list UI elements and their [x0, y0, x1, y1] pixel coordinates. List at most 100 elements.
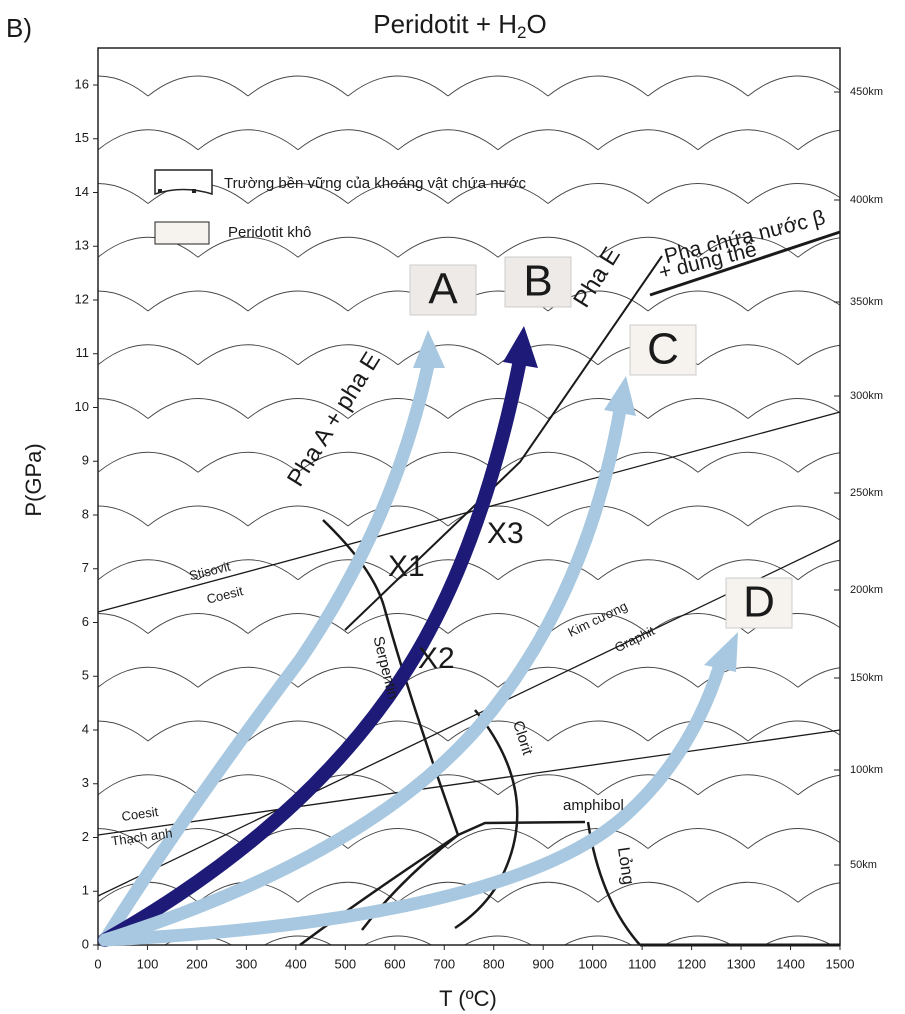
stability-arc — [848, 936, 905, 956]
stability-arc — [297, 344, 399, 366]
stability-arc — [697, 344, 799, 366]
stability-arc — [147, 720, 249, 742]
y-tick-label: 1 — [82, 883, 89, 898]
line-label: Coesit — [205, 583, 245, 607]
stability-arc — [247, 720, 349, 742]
x-tick-label: 800 — [483, 956, 505, 971]
y-tick-label: 9 — [82, 453, 89, 468]
point-label: X2 — [418, 642, 455, 675]
stability-arc — [397, 881, 499, 903]
stability-arc — [747, 398, 840, 419]
y-tick-label: 2 — [82, 829, 89, 844]
stability-arc — [397, 666, 499, 688]
depth-tick-label: 400km — [850, 194, 883, 206]
stability-arc — [197, 129, 299, 151]
path-label: B — [523, 257, 552, 306]
stability-arc — [547, 613, 649, 634]
line-label: Lỏng — [614, 846, 638, 886]
stability-arc — [297, 666, 399, 688]
x-tick-label: 400 — [285, 956, 307, 971]
stability-arc — [197, 451, 299, 473]
depth-tick-label: 150km — [850, 672, 883, 684]
y-tick-label: 16 — [75, 76, 89, 91]
stability-arc — [747, 290, 840, 312]
stability-arc — [147, 398, 249, 419]
stability-arc — [98, 559, 199, 581]
stability-arc — [247, 505, 349, 527]
stability-arc — [347, 75, 449, 97]
stability-arc — [497, 881, 599, 903]
stability-arc — [197, 236, 299, 258]
stability-arc — [147, 505, 249, 527]
stability-arc — [697, 129, 799, 151]
title-sub: 2 — [517, 23, 526, 42]
path-c — [98, 403, 627, 947]
stability-arc — [797, 882, 840, 903]
stability-arc — [98, 75, 149, 97]
stability-arc — [397, 559, 499, 581]
x-tick-label: 1100 — [628, 956, 656, 971]
stability-arc — [797, 774, 840, 796]
stability-arc — [447, 398, 549, 419]
y-tick-label: 3 — [82, 775, 89, 790]
stability-arc — [447, 613, 549, 634]
stability-arc — [347, 505, 449, 527]
y-tick-label: 11 — [76, 345, 90, 360]
pha-e-line — [344, 255, 663, 631]
stability-arc — [597, 559, 699, 581]
stability-arc — [848, 506, 905, 526]
path-label: C — [647, 325, 679, 374]
stability-arc — [147, 613, 249, 634]
path-b — [98, 353, 527, 947]
stability-arc — [347, 183, 449, 204]
stability-arc — [697, 881, 799, 903]
stability-arc — [497, 774, 599, 796]
stability-arc — [647, 505, 749, 527]
depth-tick-label: 350km — [850, 296, 883, 308]
title: Peridotit + H2O — [373, 9, 547, 43]
stability-arc — [297, 236, 399, 258]
stability-arc — [447, 505, 549, 527]
line-label: Graphit — [612, 623, 657, 655]
stability-arc — [447, 183, 549, 204]
stability-arc — [247, 398, 349, 419]
region-label: Pha A + pha E — [282, 347, 386, 491]
x-tick-label: 900 — [532, 956, 554, 971]
stability-arc — [98, 613, 149, 634]
stability-arc — [797, 452, 840, 473]
x-tick-label: 1300 — [727, 956, 756, 971]
stability-arc — [797, 129, 840, 151]
stability-arc — [147, 828, 249, 849]
stability-arc — [197, 559, 299, 581]
stability-arc — [747, 505, 840, 527]
panel-label: B) — [6, 13, 32, 43]
legend-dot — [158, 189, 162, 193]
stability-arc — [497, 451, 599, 473]
depth-tick-label: 100km — [850, 764, 883, 776]
stability-arc — [247, 613, 349, 634]
stability-arc — [547, 183, 649, 204]
point-label: X3 — [487, 517, 524, 550]
stability-arc — [297, 451, 399, 473]
line-label: amphibol — [563, 797, 624, 814]
x-tick-label: 700 — [433, 956, 455, 971]
stability-arc — [98, 344, 199, 366]
stability-arc — [98, 236, 199, 258]
stability-arc — [547, 398, 649, 419]
stability-arc — [497, 236, 599, 258]
y-axis-label: P(GPa) — [21, 443, 46, 516]
stability-arc — [397, 344, 499, 366]
depth-tick-label: 300km — [850, 390, 883, 402]
stability-arc — [247, 75, 349, 97]
stability-arc — [98, 398, 149, 419]
stability-arc — [463, 935, 533, 945]
stability-arc — [98, 129, 199, 151]
stability-arc — [747, 183, 840, 204]
depth-tick-label: 250km — [850, 487, 883, 499]
boundary-line — [97, 729, 841, 836]
stability-arc — [363, 935, 433, 945]
x-axis-label: T (ºC) — [439, 986, 497, 1011]
x-tick-label: 200 — [186, 956, 208, 971]
x-tick-label: 1500 — [826, 956, 855, 971]
